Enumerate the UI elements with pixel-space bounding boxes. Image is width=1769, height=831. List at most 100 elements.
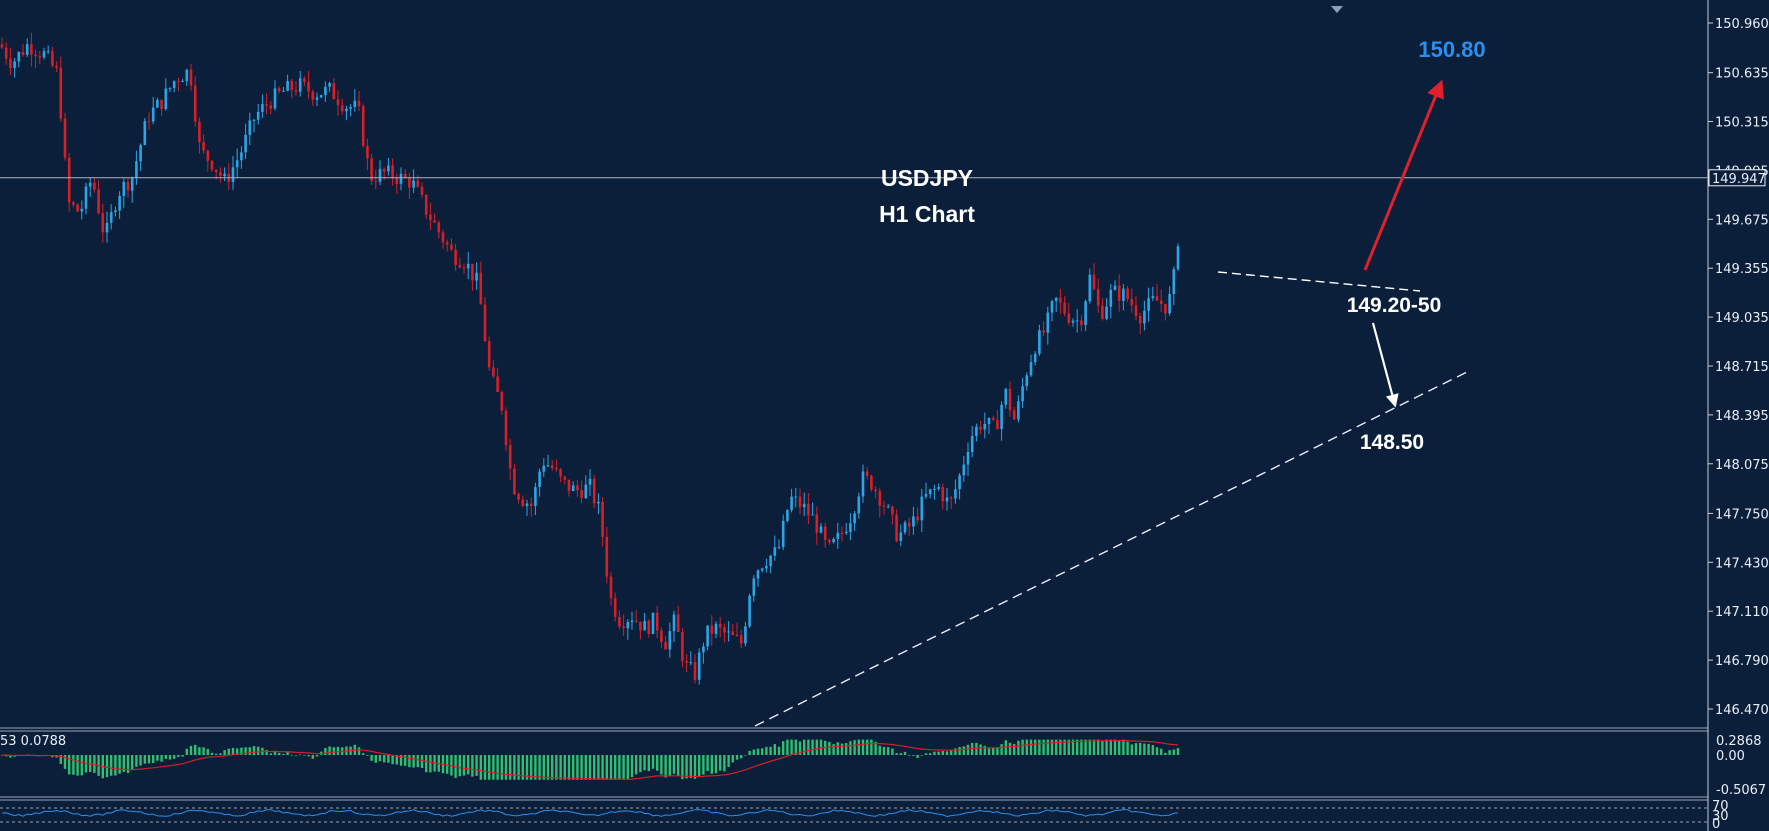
candle xyxy=(693,653,697,684)
macd-bar xyxy=(1067,739,1070,755)
macd-bar xyxy=(887,747,890,755)
macd-bar xyxy=(740,755,743,759)
candle xyxy=(819,523,823,534)
macd-bar xyxy=(870,739,873,755)
candle xyxy=(949,495,953,510)
candle xyxy=(1151,286,1155,301)
macd-bar xyxy=(488,755,491,780)
candle xyxy=(849,513,852,541)
macd-bar xyxy=(710,755,713,774)
candle xyxy=(735,622,739,637)
macd-bar xyxy=(273,750,277,755)
candle xyxy=(714,621,718,639)
macd-bar xyxy=(210,752,214,755)
macd-bar xyxy=(815,739,818,755)
macd-bar xyxy=(845,742,848,755)
candle xyxy=(298,70,302,97)
macd-bar xyxy=(219,753,222,755)
macd-bar xyxy=(630,755,634,778)
macd-bar xyxy=(668,755,671,776)
candle xyxy=(227,162,231,190)
macd-bar xyxy=(572,755,575,780)
macd-bar xyxy=(996,747,999,755)
macd-bar xyxy=(63,755,67,769)
candle xyxy=(496,367,499,393)
osc-tick-label: 30 xyxy=(1712,809,1729,824)
macd-bar xyxy=(651,755,655,769)
candle xyxy=(1038,324,1041,356)
candle xyxy=(529,497,533,517)
macd-bar xyxy=(257,746,260,755)
macd-bar xyxy=(521,755,524,780)
macd-bar xyxy=(924,753,928,755)
candle xyxy=(1033,351,1037,366)
macd-bar xyxy=(874,741,877,755)
candle xyxy=(618,610,621,630)
candle xyxy=(319,94,323,99)
macd-bar xyxy=(185,748,188,755)
candle xyxy=(4,42,8,65)
candle xyxy=(252,118,256,133)
macd-bar xyxy=(299,754,302,756)
candle xyxy=(311,89,315,106)
candle xyxy=(88,177,92,197)
candle xyxy=(781,514,785,551)
candle xyxy=(307,70,310,99)
candle xyxy=(30,32,33,67)
candle xyxy=(315,92,319,107)
candle xyxy=(689,651,693,666)
macd-bar xyxy=(286,751,289,755)
candle xyxy=(198,117,201,154)
macd-bar xyxy=(265,750,268,755)
macd-bar xyxy=(794,739,797,755)
candle xyxy=(172,80,176,93)
candle xyxy=(479,261,483,305)
macd-bar xyxy=(1092,739,1096,755)
macd-bar xyxy=(1034,739,1037,755)
macd-bar xyxy=(93,755,96,773)
macd-bar xyxy=(105,755,109,778)
macd-bar xyxy=(1122,739,1125,755)
candle xyxy=(790,488,793,513)
candle xyxy=(1054,297,1058,312)
candle xyxy=(429,202,432,230)
candle xyxy=(210,160,214,172)
target-price-label: 150.80 xyxy=(1418,37,1485,62)
macd-bar xyxy=(173,755,176,759)
candle xyxy=(391,158,394,186)
macd-bar xyxy=(584,755,587,780)
macd-bar xyxy=(576,755,579,780)
candle xyxy=(966,442,970,476)
candle xyxy=(760,567,764,573)
macd-bar xyxy=(110,755,113,776)
macd-bar xyxy=(1143,743,1146,755)
price-tick-label: 146.790 xyxy=(1715,654,1769,669)
candle xyxy=(920,488,924,533)
macd-bar xyxy=(1176,748,1180,755)
macd-bar xyxy=(429,755,432,773)
candle xyxy=(1134,296,1138,321)
macd-bar xyxy=(563,755,566,780)
macd-bar xyxy=(1088,739,1091,755)
macd-bar xyxy=(517,755,520,780)
macd-bar xyxy=(160,755,163,762)
macd-bar xyxy=(278,752,281,755)
macd-bar xyxy=(647,755,650,772)
candle xyxy=(1008,381,1012,417)
candle xyxy=(349,104,352,117)
candle xyxy=(504,407,508,452)
candle xyxy=(563,475,567,485)
candle xyxy=(668,622,672,658)
candle xyxy=(450,238,453,251)
candle xyxy=(126,177,130,198)
macd-bar xyxy=(681,755,684,780)
macd-bar xyxy=(559,755,562,780)
candle xyxy=(273,80,277,111)
candle xyxy=(634,610,638,623)
candle xyxy=(374,169,378,190)
candle xyxy=(513,464,516,496)
candle xyxy=(445,239,449,252)
candle xyxy=(828,538,831,545)
macd-bar xyxy=(303,755,306,756)
price-tick-label: 147.110 xyxy=(1715,605,1769,620)
